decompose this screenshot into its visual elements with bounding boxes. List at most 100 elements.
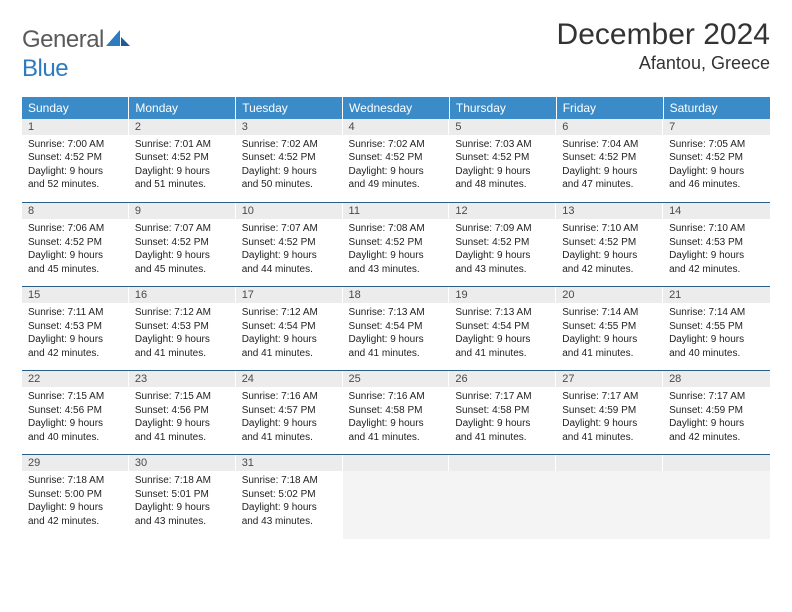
day-line-ss: Sunset: 4:52 PM [135,151,230,165]
day-number: 22 [22,371,129,387]
day-body: Sunrise: 7:04 AMSunset: 4:52 PMDaylight:… [556,135,663,196]
day-line-d2: and 42 minutes. [562,263,657,277]
day-cell: 23Sunrise: 7:15 AMSunset: 4:56 PMDayligh… [129,371,236,455]
day-body: Sunrise: 7:07 AMSunset: 4:52 PMDaylight:… [129,219,236,280]
day-body: Sunrise: 7:17 AMSunset: 4:58 PMDaylight:… [449,387,556,448]
day-cell: 1Sunrise: 7:00 AMSunset: 4:52 PMDaylight… [22,119,129,203]
day-line-ss: Sunset: 4:52 PM [349,151,444,165]
day-number: 7 [663,119,770,135]
day-line-d1: Daylight: 9 hours [28,165,123,179]
day-line-d2: and 42 minutes. [28,347,123,361]
day-number: 8 [22,203,129,219]
day-body: Sunrise: 7:02 AMSunset: 4:52 PMDaylight:… [343,135,450,196]
weekday-header: Wednesday [343,97,450,119]
day-line-d2: and 40 minutes. [28,431,123,445]
day-cell: 19Sunrise: 7:13 AMSunset: 4:54 PMDayligh… [449,287,556,371]
day-line-sr: Sunrise: 7:14 AM [562,306,657,320]
day-line-sr: Sunrise: 7:17 AM [562,390,657,404]
day-cell: 28Sunrise: 7:17 AMSunset: 4:59 PMDayligh… [663,371,770,455]
day-body: Sunrise: 7:17 AMSunset: 4:59 PMDaylight:… [663,387,770,448]
day-line-d1: Daylight: 9 hours [28,501,123,515]
day-body: Sunrise: 7:14 AMSunset: 4:55 PMDaylight:… [556,303,663,364]
day-cell: 8Sunrise: 7:06 AMSunset: 4:52 PMDaylight… [22,203,129,287]
logo-sail-icon [106,27,132,55]
day-body: Sunrise: 7:16 AMSunset: 4:57 PMDaylight:… [236,387,343,448]
day-line-sr: Sunrise: 7:16 AM [242,390,337,404]
day-line-d2: and 42 minutes. [669,431,764,445]
day-body [663,471,770,539]
day-line-d2: and 44 minutes. [242,263,337,277]
day-line-d2: and 43 minutes. [242,515,337,529]
day-body: Sunrise: 7:13 AMSunset: 4:54 PMDaylight:… [449,303,556,364]
day-line-d1: Daylight: 9 hours [28,333,123,347]
day-line-ss: Sunset: 4:52 PM [28,151,123,165]
day-body [449,471,556,539]
day-line-sr: Sunrise: 7:09 AM [455,222,550,236]
day-body: Sunrise: 7:18 AMSunset: 5:01 PMDaylight:… [129,471,236,532]
day-line-d1: Daylight: 9 hours [562,417,657,431]
day-line-d1: Daylight: 9 hours [455,165,550,179]
day-body: Sunrise: 7:10 AMSunset: 4:52 PMDaylight:… [556,219,663,280]
day-line-sr: Sunrise: 7:18 AM [242,474,337,488]
day-line-d1: Daylight: 9 hours [135,501,230,515]
day-body: Sunrise: 7:07 AMSunset: 4:52 PMDaylight:… [236,219,343,280]
day-cell: 5Sunrise: 7:03 AMSunset: 4:52 PMDaylight… [449,119,556,203]
day-line-ss: Sunset: 4:52 PM [455,236,550,250]
day-cell: 3Sunrise: 7:02 AMSunset: 4:52 PMDaylight… [236,119,343,203]
day-number: 20 [556,287,663,303]
day-line-sr: Sunrise: 7:01 AM [135,138,230,152]
day-line-d1: Daylight: 9 hours [242,333,337,347]
day-cell: 24Sunrise: 7:16 AMSunset: 4:57 PMDayligh… [236,371,343,455]
week-row: 8Sunrise: 7:06 AMSunset: 4:52 PMDaylight… [22,203,770,287]
weekday-header: Monday [129,97,236,119]
day-line-d2: and 46 minutes. [669,178,764,192]
day-number: 3 [236,119,343,135]
day-number: 16 [129,287,236,303]
day-line-d2: and 47 minutes. [562,178,657,192]
day-line-sr: Sunrise: 7:07 AM [135,222,230,236]
day-line-ss: Sunset: 4:52 PM [135,236,230,250]
day-line-d1: Daylight: 9 hours [455,333,550,347]
day-cell [343,455,450,539]
day-cell: 21Sunrise: 7:14 AMSunset: 4:55 PMDayligh… [663,287,770,371]
day-line-ss: Sunset: 5:00 PM [28,488,123,502]
day-line-d2: and 43 minutes. [349,263,444,277]
day-number: 24 [236,371,343,387]
day-line-ss: Sunset: 4:53 PM [669,236,764,250]
day-body: Sunrise: 7:11 AMSunset: 4:53 PMDaylight:… [22,303,129,364]
day-number: 1 [22,119,129,135]
day-line-d2: and 41 minutes. [349,431,444,445]
day-cell: 22Sunrise: 7:15 AMSunset: 4:56 PMDayligh… [22,371,129,455]
day-number: 10 [236,203,343,219]
day-number: 12 [449,203,556,219]
day-cell: 13Sunrise: 7:10 AMSunset: 4:52 PMDayligh… [556,203,663,287]
day-line-ss: Sunset: 4:58 PM [455,404,550,418]
day-number: 2 [129,119,236,135]
day-line-d1: Daylight: 9 hours [562,249,657,263]
day-line-sr: Sunrise: 7:16 AM [349,390,444,404]
logo-text: GeneralBlue [22,26,132,83]
day-line-d1: Daylight: 9 hours [135,165,230,179]
day-cell: 4Sunrise: 7:02 AMSunset: 4:52 PMDaylight… [343,119,450,203]
day-cell: 9Sunrise: 7:07 AMSunset: 4:52 PMDaylight… [129,203,236,287]
day-line-d1: Daylight: 9 hours [669,249,764,263]
day-line-d2: and 41 minutes. [562,347,657,361]
day-line-d2: and 40 minutes. [669,347,764,361]
day-line-ss: Sunset: 4:52 PM [349,236,444,250]
day-line-ss: Sunset: 4:52 PM [562,236,657,250]
day-number: 19 [449,287,556,303]
day-line-d1: Daylight: 9 hours [242,249,337,263]
calendar-table: Sunday Monday Tuesday Wednesday Thursday… [22,97,770,539]
week-row: 1Sunrise: 7:00 AMSunset: 4:52 PMDaylight… [22,119,770,203]
week-row: 15Sunrise: 7:11 AMSunset: 4:53 PMDayligh… [22,287,770,371]
day-cell: 16Sunrise: 7:12 AMSunset: 4:53 PMDayligh… [129,287,236,371]
day-line-sr: Sunrise: 7:03 AM [455,138,550,152]
day-body: Sunrise: 7:13 AMSunset: 4:54 PMDaylight:… [343,303,450,364]
day-line-ss: Sunset: 4:58 PM [349,404,444,418]
day-line-sr: Sunrise: 7:18 AM [28,474,123,488]
weekday-header: Tuesday [236,97,343,119]
day-number [556,455,663,471]
day-line-ss: Sunset: 4:59 PM [669,404,764,418]
day-line-ss: Sunset: 4:55 PM [562,320,657,334]
day-line-sr: Sunrise: 7:18 AM [135,474,230,488]
